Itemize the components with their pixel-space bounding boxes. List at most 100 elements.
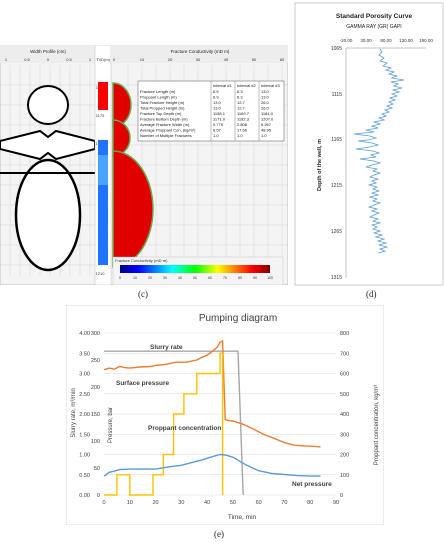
width-tick: 0.5 bbox=[66, 57, 72, 62]
table-cell: 13.0 bbox=[261, 95, 270, 100]
y-outer-tick-label: 4.00 bbox=[79, 331, 90, 337]
y-right-tick-label: 100 bbox=[340, 473, 349, 479]
table-cell: 2.808 bbox=[237, 122, 248, 127]
width-profile-title: Width Profile (cm) bbox=[30, 49, 66, 54]
panel-label-d: (d) bbox=[366, 289, 377, 299]
panel-label-e: (e) bbox=[214, 529, 224, 539]
colorbar-tick: 70 bbox=[223, 276, 227, 280]
table-cell: 1.0 bbox=[261, 133, 267, 138]
table-cell: Total Fracture Height (m) bbox=[140, 100, 185, 105]
colorbar-tick: 100 bbox=[267, 276, 273, 280]
table-cell: Number of Multiple Fractures bbox=[140, 133, 192, 138]
porosity-y-tick: 1215 bbox=[331, 183, 342, 189]
table-cell: Fracture Bottom Depth (m) bbox=[140, 117, 188, 122]
table-header: Interval #3 bbox=[261, 83, 280, 88]
fracture-results-table: Interval #1 Interval #2 Interval #3 Frac… bbox=[137, 80, 285, 142]
table-cell: 6.9 bbox=[213, 95, 219, 100]
table-cell: Fracture Length (m) bbox=[140, 89, 176, 94]
table-cell: 13.0 bbox=[261, 89, 270, 94]
porosity-x-tick: 180.00 bbox=[419, 38, 433, 43]
x-tick-label: 90 bbox=[333, 500, 339, 506]
y-inner-tick-label: 300 bbox=[91, 331, 100, 337]
fracture-simulator-panel: Width Profile (cm) 1 0.5 0 0.5 1 TVD(m) … bbox=[0, 45, 288, 285]
table-cell: 1171.0 bbox=[213, 117, 226, 122]
y-outer-tick-label: 3.50 bbox=[79, 351, 90, 357]
table-cell: 13.0 bbox=[213, 106, 222, 111]
chart-title: Pumping diagram bbox=[199, 313, 277, 324]
table-cell: 1207.0 bbox=[261, 117, 274, 122]
y-inner-tick-label: 200 bbox=[91, 385, 100, 391]
table-cell: Average Proppant Con. (kg/m²) bbox=[140, 128, 196, 133]
x-tick-label: 70 bbox=[281, 500, 287, 506]
y-inner-tick-label: 150 bbox=[91, 412, 100, 418]
colorbar-tick: 20 bbox=[148, 276, 152, 280]
pumping-diagram-chart: Pumping diagram 0 10 20 30 40 50 60 70 80 900.000… bbox=[66, 305, 384, 525]
y-right-tick-label: 500 bbox=[340, 392, 349, 398]
colorbar-title: Fracture Conductivity (mD·m) bbox=[115, 258, 168, 263]
table-cell: Total Propped Height (m) bbox=[140, 106, 185, 111]
conductivity-tick: 30 bbox=[196, 57, 201, 62]
colorbar-tick: 40 bbox=[178, 276, 182, 280]
x-tick-label: 10 bbox=[127, 500, 133, 506]
porosity-subtitle: GAMMA RAY (GR) GAPI bbox=[346, 24, 401, 30]
y-inner-tick-label: 100 bbox=[91, 439, 100, 445]
x-tick-label: 0 bbox=[102, 500, 105, 506]
pumping-ticks: 0 10 20 30 40 50 60 70 80 90 0.00 0.50 1.00 1.50 2.00 2… bbox=[79, 331, 349, 506]
y-outer-tick-label: 0.50 bbox=[79, 473, 90, 479]
y-axis-title-inner: Pressure, bar bbox=[108, 407, 114, 443]
table-cell: 0.775 bbox=[213, 122, 224, 127]
table-header: Interval #2 bbox=[237, 83, 256, 88]
table-cell: 6.3 bbox=[237, 89, 243, 94]
table-cell: 12.7 bbox=[237, 106, 246, 111]
conductivity-title: Fracture Conductivity (mD m) bbox=[171, 49, 230, 54]
x-tick-label: 80 bbox=[307, 500, 313, 506]
table-cell: 26.0 bbox=[261, 100, 270, 105]
colorbar-tick: 50 bbox=[193, 276, 197, 280]
table-cell: 1169.7 bbox=[237, 111, 250, 116]
conductivity-tick: 60 bbox=[280, 57, 285, 62]
porosity-y-tick: 1165 bbox=[331, 137, 342, 143]
table-cell: Average Fracture Width (m) bbox=[140, 122, 190, 127]
depth-label: 1210 bbox=[96, 271, 106, 276]
x-tick-label: 60 bbox=[256, 500, 262, 506]
porosity-y-tick: 1115 bbox=[332, 92, 343, 98]
tvd-header: TVD(m) bbox=[96, 57, 111, 62]
y-outer-tick-label: 3.00 bbox=[79, 372, 90, 378]
annotation-surface-pressure: Surface pressure bbox=[116, 380, 169, 387]
table-cell: 17.66 bbox=[237, 128, 248, 133]
annotation-net-pressure: Net pressure bbox=[292, 481, 332, 488]
table-cell: 6.267 bbox=[261, 122, 272, 127]
table-header: Interval #1 bbox=[213, 83, 232, 88]
y-inner-tick-label: 0 bbox=[97, 493, 100, 499]
colorbar-tick: 60 bbox=[208, 276, 212, 280]
series-line-surface-pressure bbox=[103, 340, 321, 448]
series-line-net-pressure bbox=[103, 453, 321, 477]
table-cell: 1.0 bbox=[237, 133, 243, 138]
conductivity-tick: 40 bbox=[224, 57, 229, 62]
porosity-ylabel: Depth of the well, m bbox=[317, 139, 323, 191]
porosity-y-tick: 1315 bbox=[331, 275, 342, 281]
porosity-x-tick: 130.00 bbox=[399, 38, 413, 43]
y-right-tick-label: 300 bbox=[340, 432, 349, 438]
x-tick-label: 20 bbox=[152, 500, 158, 506]
porosity-x-tick: -20.00 bbox=[340, 38, 353, 43]
y-right-tick-label: 800 bbox=[340, 331, 349, 337]
y-outer-tick-label: 1.50 bbox=[79, 432, 90, 438]
width-tick: 1 bbox=[5, 57, 8, 62]
y-outer-tick-label: 2.50 bbox=[79, 392, 90, 398]
table-cell: 1158.1 bbox=[213, 111, 226, 116]
panel-label-c: (c) bbox=[138, 289, 148, 299]
width-tick: 0 bbox=[47, 57, 50, 62]
porosity-curve-panel: Standard Porosity Curve GAMMA RAY (GR) G… bbox=[294, 2, 444, 286]
colorbar bbox=[120, 265, 270, 273]
table-cell: 1181.0 bbox=[261, 111, 274, 116]
colorbar-tick: 30 bbox=[163, 276, 167, 280]
porosity-x-tick: 80.00 bbox=[380, 38, 392, 43]
colorbar-tick: 0 bbox=[119, 276, 121, 280]
conductivity-tick: 10 bbox=[140, 57, 145, 62]
table-cell: 48.95 bbox=[261, 128, 272, 133]
porosity-y-tick: 1065 bbox=[331, 46, 342, 52]
series-line-proppant-concentration bbox=[104, 352, 224, 496]
y-axis-title-right: Proppant concentration, kg/m³ bbox=[374, 385, 380, 465]
y-inner-tick-label: 250 bbox=[91, 358, 100, 364]
